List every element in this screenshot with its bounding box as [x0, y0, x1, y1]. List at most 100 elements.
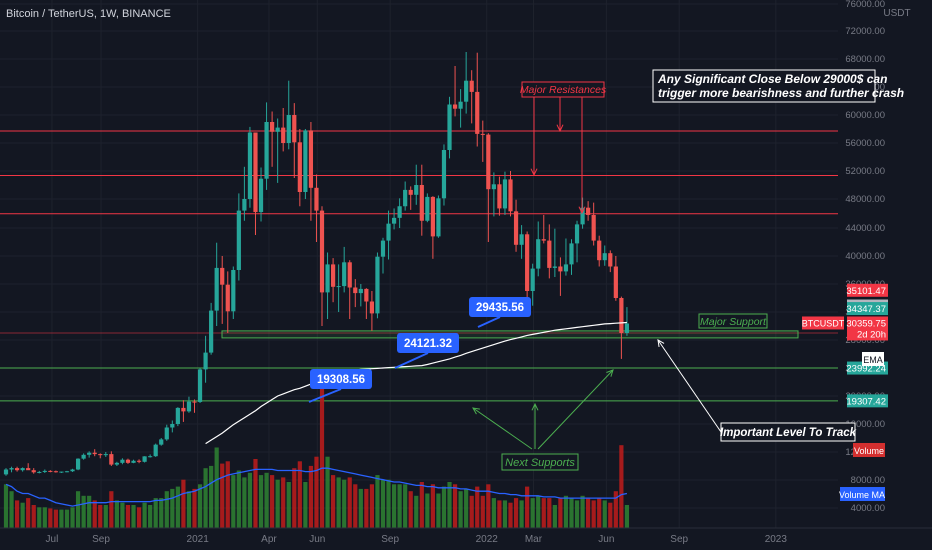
- candle: [209, 302, 214, 355]
- candle: [264, 102, 269, 190]
- volume-bar: [148, 505, 153, 528]
- volume-bar: [308, 465, 314, 528]
- candle-body: [53, 471, 58, 473]
- volume-bar: [547, 498, 552, 528]
- candle: [159, 438, 164, 446]
- volume-bar: [552, 505, 557, 528]
- volume-legend-badge[interactable]: [853, 443, 885, 457]
- candle-body: [103, 454, 108, 456]
- volume-bar: [120, 502, 125, 528]
- candle: [502, 171, 508, 215]
- symbol-tag-label: BTCUSDT: [802, 318, 845, 328]
- price-tick-label: 16000.00: [845, 419, 885, 430]
- volume-bar: [458, 491, 463, 528]
- candle-body: [214, 267, 219, 311]
- volume-bar: [214, 447, 219, 528]
- price-badge-label: 30359.75: [846, 318, 886, 329]
- volume-bar: [192, 488, 197, 528]
- candle-body: [209, 310, 214, 353]
- candle: [303, 129, 308, 199]
- volume-bar: [452, 484, 458, 528]
- volume-bar: [563, 495, 569, 528]
- volume-bar: [375, 475, 380, 528]
- volume-bar: [330, 475, 336, 528]
- candle: [114, 461, 119, 466]
- volume-bar: [186, 491, 192, 528]
- candle: [9, 466, 14, 473]
- candle: [53, 470, 58, 473]
- candle: [153, 443, 158, 457]
- time-axis[interactable]: Jul Sep 2021 Apr Jun Sep 2022 Mar Jun Sep 2023: [0, 527, 932, 545]
- volume-bar: [403, 484, 408, 528]
- candle-body: [270, 122, 275, 132]
- volume-bar: [153, 498, 158, 528]
- volume-bar: [270, 475, 275, 528]
- candle-body: [59, 471, 64, 473]
- candle: [497, 176, 502, 216]
- candle: [319, 206, 325, 326]
- candle: [308, 122, 314, 221]
- candle: [624, 307, 630, 336]
- candle-body: [109, 454, 114, 465]
- volume-bar: [109, 491, 114, 528]
- candle-body: [319, 210, 325, 293]
- volume-bar: [613, 491, 618, 528]
- candle: [613, 256, 618, 301]
- callout-box: [310, 369, 372, 389]
- volume-bar: [303, 482, 308, 528]
- volume-bar: [59, 509, 64, 528]
- price-tick-label: 44000.00: [845, 223, 885, 234]
- volume-bar: [502, 500, 508, 528]
- candle-body: [519, 234, 524, 245]
- volume-bar: [131, 505, 136, 528]
- candle-body: [536, 239, 541, 269]
- candle-body: [247, 132, 253, 199]
- candle-body: [502, 179, 508, 209]
- candle-body: [602, 253, 607, 261]
- candle-body: [148, 456, 153, 458]
- candle-body: [469, 80, 474, 92]
- candle-body: [20, 468, 25, 471]
- volume-bar: [26, 498, 31, 528]
- candle-body: [375, 256, 380, 314]
- candle-body: [353, 287, 358, 294]
- volume-bar: [114, 500, 119, 528]
- candle: [491, 172, 496, 217]
- candle-body: [314, 187, 319, 211]
- candle: [175, 407, 180, 427]
- volume-bar: [347, 477, 352, 528]
- candle: [142, 456, 147, 463]
- candle-body: [181, 407, 186, 412]
- candle: [358, 284, 363, 307]
- volume-bar: [441, 486, 447, 528]
- candle-body: [530, 268, 535, 291]
- candle-body: [136, 460, 142, 462]
- candle: [37, 470, 42, 474]
- candle: [580, 197, 585, 229]
- candle: [369, 291, 375, 331]
- resistance-arrow-head: [530, 168, 538, 177]
- volume-bar: [586, 498, 591, 528]
- candle-body: [159, 439, 164, 445]
- candle: [414, 164, 419, 205]
- volume-bar: [297, 461, 302, 528]
- volume-bar: [353, 484, 358, 528]
- volume-bar: [53, 509, 58, 528]
- support-arrow: [472, 407, 533, 450]
- time-tick-label: Apr: [261, 534, 277, 545]
- candle-body: [547, 240, 552, 268]
- volume-bar: [264, 472, 269, 528]
- candle: [469, 70, 474, 124]
- candle: [103, 452, 108, 457]
- volume-bar: [408, 491, 413, 528]
- candle: [270, 111, 275, 167]
- candle-body: [308, 130, 314, 188]
- ema-path: [205, 321, 627, 445]
- candle-body: [452, 104, 458, 109]
- candle: [425, 193, 430, 223]
- volume-ma-legend-badge[interactable]: [840, 487, 885, 501]
- note-line-1: Any Significant Close Below 29000$ can: [657, 72, 887, 86]
- candle-body: [303, 130, 308, 192]
- ema-legend-badge[interactable]: [862, 352, 884, 366]
